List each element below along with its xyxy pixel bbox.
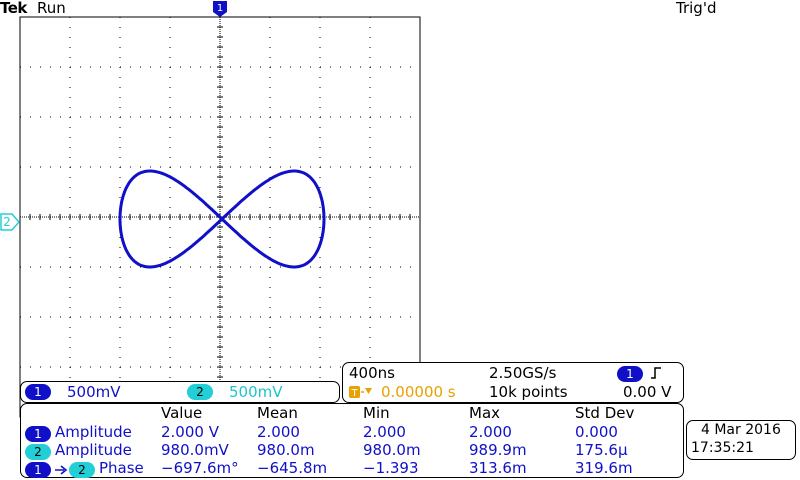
row2-name: Amplitude [55,441,132,459]
svg-text:T: T [350,388,358,399]
ch1-badge[interactable]: 1 [25,384,51,400]
row1-max: 2.000 [469,423,512,441]
row1-stddev: 0.000 [575,423,618,441]
trigger-level: 0.00 V [623,383,672,401]
ch2-scale: 500mV [229,383,283,401]
row3-value: −697.6m° [161,459,239,477]
row1-name: Amplitude [55,423,132,441]
date: 4 Mar 2016 [701,422,781,438]
measurements-panel[interactable]: Value Mean Min Max Std Dev 1 Amplitude 2… [20,403,684,478]
arrow-right-icon [55,465,68,475]
row3-mean: −645.8m [257,459,328,477]
row3-source-badge[interactable]: 1 [25,462,51,478]
col-header-stddev: Std Dev [575,404,635,422]
row1-min: 2.000 [363,423,406,441]
trigger-position-label: 1 [217,3,223,14]
trigger-offset-icon: T [349,386,372,399]
brand-logo: Tek [0,0,27,17]
row1-mean: 2.000 [257,423,300,441]
row3-max: 313.6m [469,459,527,477]
trigger-status: Trig'd [676,0,717,17]
col-header-value: Value [161,404,203,422]
record-length: 10k points [489,383,568,401]
col-header-mean: Mean [257,404,298,422]
row3-min: −1.393 [363,459,419,477]
rising-edge-icon [651,367,661,379]
datetime-panel: 4 Mar 2016 17:35:21 [686,420,796,460]
time: 17:35:21 [691,440,754,456]
sample-rate: 2.50GS/s [489,364,557,382]
timebase-panel[interactable]: 400ns 2.50GS/s 1 T 0.00000 s 10k points … [342,362,684,403]
ch1-scale: 500mV [67,383,121,401]
col-header-min: Min [363,404,390,422]
ch2-badge[interactable]: 2 [187,384,213,400]
row2-max: 989.9m [469,441,527,459]
trigger-source-badge[interactable]: 1 [617,366,643,382]
channel-scale-panel[interactable]: 1 500mV 2 500mV [20,381,340,403]
row2-source-badge[interactable]: 2 [25,444,51,460]
ch2-reference-marker[interactable]: 2 [0,212,20,232]
row1-source-badge[interactable]: 1 [25,426,51,442]
row2-mean: 980.0m [257,441,315,459]
trigger-position-marker[interactable]: 1 [212,0,228,18]
row3-stddev: 319.6m [575,459,633,477]
acquisition-status: Run [37,0,66,17]
row3-name: Phase [99,459,144,477]
xy-lissajous-trace [118,169,326,269]
time-per-div: 400ns [349,364,395,382]
trigger-offset: 0.00000 s [381,383,456,401]
row2-stddev: 175.6µ [575,441,628,459]
col-header-max: Max [469,404,501,422]
row1-value: 2.000 V [161,423,219,441]
row2-value: 980.0mV [161,441,229,459]
row2-min: 980.0m [363,441,421,459]
row3-source2-badge[interactable]: 2 [69,462,95,478]
ch2-reference-label: 2 [3,215,11,229]
